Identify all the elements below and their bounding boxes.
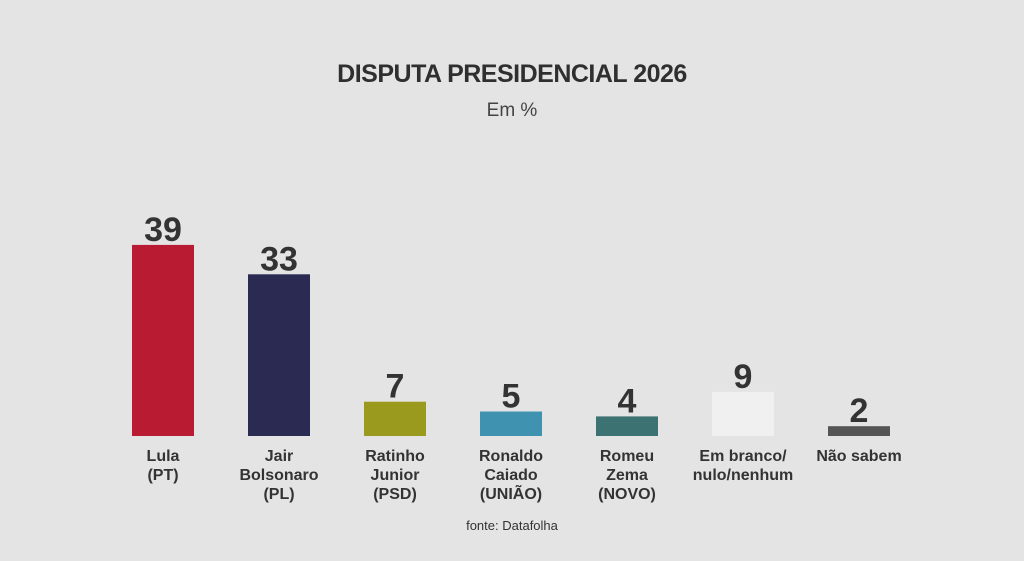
chart-subtitle: Em % [486, 100, 538, 121]
category-label: Jair [265, 448, 293, 465]
category-label: Zema [606, 467, 648, 484]
category-label: Bolsonaro [239, 467, 318, 484]
category-label: (UNIÃO) [480, 483, 542, 503]
category-label: (NOVO) [598, 486, 656, 503]
category-label: Ratinho [365, 448, 425, 465]
data-label: 4 [618, 382, 637, 420]
bar [480, 411, 542, 436]
chart-title: DISPUTA PRESIDENCIAL 2026 [337, 60, 687, 88]
category-label: Não sabem [816, 448, 901, 465]
data-label: 39 [144, 211, 182, 249]
bar [132, 244, 194, 436]
category-label: Lula [147, 448, 180, 465]
bar [596, 416, 658, 436]
category-label: (PT) [147, 467, 178, 484]
category-label: (PL) [263, 486, 294, 503]
data-label: 33 [260, 240, 298, 278]
bar [712, 391, 774, 436]
category-label: Caiado [484, 467, 538, 484]
category-label: Romeu [600, 448, 654, 465]
data-label: 7 [386, 368, 405, 406]
category-label: Junior [371, 467, 420, 484]
data-label: 2 [850, 392, 869, 430]
category-label: nulo/nenhum [693, 467, 793, 484]
data-label: 5 [502, 378, 521, 416]
category-label: Ronaldo [479, 448, 543, 465]
category-label: Em branco/ [699, 448, 787, 465]
data-label: 9 [734, 358, 753, 396]
bar [364, 401, 426, 436]
bar [248, 274, 310, 436]
source-note: fonte: Datafolha [466, 518, 558, 533]
bar [828, 426, 890, 436]
category-label: (PSD) [373, 486, 417, 503]
